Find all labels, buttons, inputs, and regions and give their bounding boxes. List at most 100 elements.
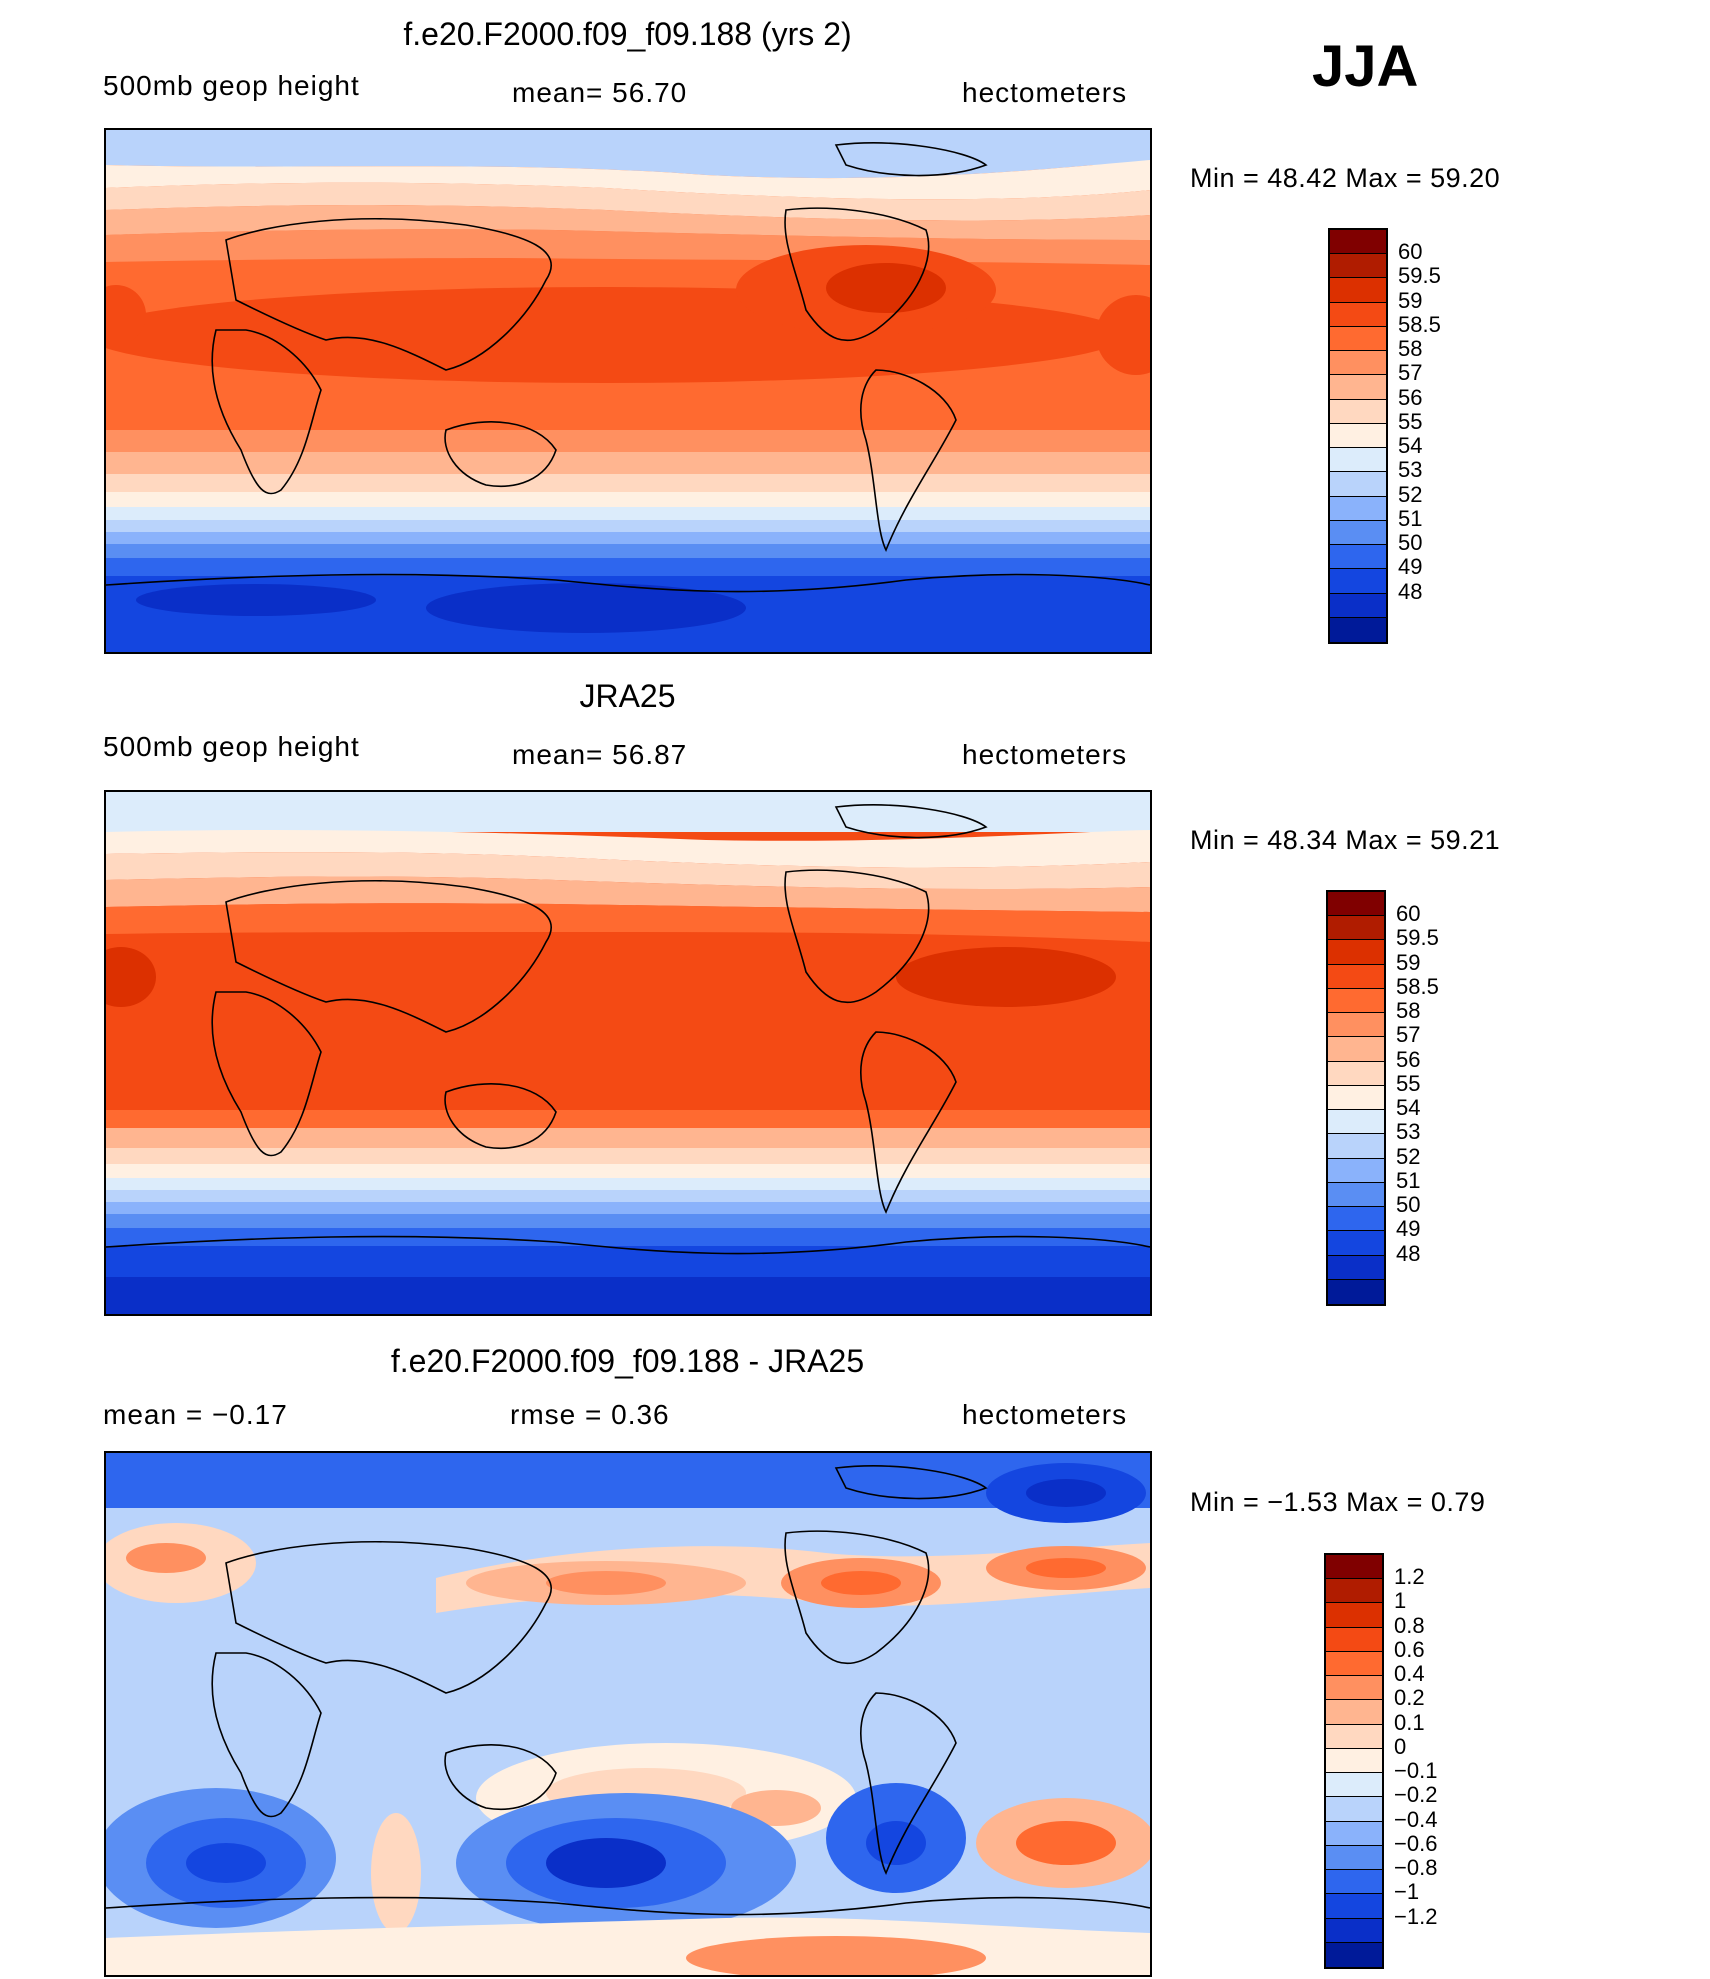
colorbar-label: 53 bbox=[1396, 1119, 1421, 1145]
colorbar-swatch bbox=[1328, 964, 1384, 989]
colorbar-swatch bbox=[1326, 1942, 1382, 1967]
colorbar-swatch bbox=[1326, 1773, 1382, 1798]
colorbar-swatch bbox=[1328, 1134, 1384, 1159]
colorbar-swatch bbox=[1328, 1061, 1384, 1086]
colorbar-swatch bbox=[1328, 1085, 1384, 1111]
colorbar-label: 1 bbox=[1394, 1588, 1407, 1614]
colorbar-label: 58.5 bbox=[1396, 973, 1439, 999]
panel-3-minmax: Min = −1.53 Max = 0.79 bbox=[1190, 1487, 1486, 1517]
panel-1-map bbox=[104, 128, 1152, 654]
colorbar-label: 48 bbox=[1396, 1240, 1421, 1266]
colorbar-swatch bbox=[1330, 496, 1386, 521]
colorbar-swatch bbox=[1330, 593, 1386, 618]
colorbar-label: 0.2 bbox=[1394, 1685, 1425, 1711]
colorbar-swatch bbox=[1330, 375, 1386, 400]
panel-2-units-label: hectometers bbox=[962, 739, 1128, 770]
panel-2-mean-label: mean= 56.87 bbox=[512, 739, 688, 770]
colorbar-swatch bbox=[1326, 1676, 1382, 1701]
colorbar-swatch bbox=[1326, 1748, 1382, 1774]
colorbar-label: 51 bbox=[1396, 1167, 1421, 1193]
panel-3-rmse-label: rmse = 0.36 bbox=[510, 1399, 670, 1430]
colorbar-swatch bbox=[1328, 940, 1384, 965]
colorbar-swatch bbox=[1328, 1182, 1384, 1208]
colorbar-swatch bbox=[1330, 326, 1386, 352]
colorbar-label: 0.1 bbox=[1394, 1709, 1425, 1735]
colorbar-swatch bbox=[1328, 1231, 1384, 1256]
panel-3-units-label: hectometers bbox=[962, 1399, 1128, 1430]
colorbar-label: 53 bbox=[1398, 457, 1423, 483]
colorbar-label: 52 bbox=[1398, 481, 1423, 507]
panel-3-mean-label: mean = −0.17 bbox=[103, 1399, 288, 1430]
panel-1-units-label: hectometers bbox=[962, 77, 1128, 108]
colorbar-label: 54 bbox=[1398, 433, 1423, 459]
colorbar-swatch bbox=[1330, 520, 1386, 546]
colorbar-swatch bbox=[1326, 1870, 1382, 1895]
colorbar-swatch bbox=[1326, 1700, 1382, 1725]
colorbar-label: 57 bbox=[1396, 1022, 1421, 1048]
colorbar-label: 50 bbox=[1398, 530, 1423, 556]
colorbar-label: 49 bbox=[1398, 554, 1423, 580]
colorbar-label: −0.6 bbox=[1394, 1830, 1438, 1856]
colorbar-label: −1 bbox=[1394, 1879, 1420, 1905]
colorbar-swatch bbox=[1330, 278, 1386, 303]
colorbar-label: 0.4 bbox=[1394, 1661, 1425, 1687]
colorbar-label: 0.8 bbox=[1394, 1612, 1425, 1638]
panel-2-colorbar bbox=[1326, 890, 1386, 1306]
colorbar-label: 51 bbox=[1398, 505, 1423, 531]
panel-1-left-label: 500mb geop height bbox=[103, 70, 360, 101]
colorbar-label: −0.2 bbox=[1394, 1782, 1438, 1808]
colorbar-swatch bbox=[1328, 1110, 1384, 1135]
colorbar-swatch bbox=[1326, 1627, 1382, 1652]
panel-3-map bbox=[104, 1451, 1152, 1977]
colorbar-label: 49 bbox=[1396, 1216, 1421, 1242]
panel-2-colorbar-labels: 60 59.5 59 58.5 58 57 56 55 54 53 52 51 50 49 48 bbox=[1396, 890, 1476, 1306]
colorbar-label: 48 bbox=[1398, 578, 1423, 604]
colorbar-swatch bbox=[1326, 1821, 1382, 1846]
colorbar-swatch bbox=[1328, 1279, 1384, 1304]
panel-1-minmax: Min = 48.42 Max = 59.20 bbox=[1190, 163, 1501, 193]
panel-2-map bbox=[104, 790, 1152, 1316]
panel-3-colorbar-labels: 1.2 1 0.8 0.6 0.4 0.2 0.1 0 −0.1 −0.2 −0.4 −0.6 −0.8… bbox=[1394, 1553, 1484, 1969]
colorbar-label: 57 bbox=[1398, 360, 1423, 386]
colorbar-label: 58.5 bbox=[1398, 311, 1441, 337]
colorbar-label: 55 bbox=[1396, 1070, 1421, 1096]
colorbar-swatch bbox=[1326, 1555, 1382, 1580]
colorbar-label: 56 bbox=[1396, 1046, 1421, 1072]
colorbar-swatch bbox=[1326, 1918, 1382, 1943]
colorbar-label: 58 bbox=[1396, 998, 1421, 1024]
colorbar-swatch bbox=[1330, 230, 1386, 255]
colorbar-swatch bbox=[1330, 423, 1386, 449]
colorbar-swatch bbox=[1326, 1724, 1382, 1749]
colorbar-label: 60 bbox=[1396, 901, 1421, 927]
panel-1-colorbar-labels: 60 59.5 59 58.5 58 57 56 55 54 53 52 51 50 49 48 bbox=[1398, 228, 1478, 644]
colorbar-swatch bbox=[1326, 1797, 1382, 1822]
panel-1-colorbar bbox=[1328, 228, 1388, 644]
colorbar-label: 60 bbox=[1398, 239, 1423, 265]
colorbar-swatch bbox=[1326, 1894, 1382, 1919]
colorbar-swatch bbox=[1328, 1013, 1384, 1038]
colorbar-label: 59 bbox=[1398, 287, 1423, 313]
colorbar-label: 50 bbox=[1396, 1192, 1421, 1218]
colorbar-label: 59.5 bbox=[1398, 263, 1441, 289]
colorbar-swatch bbox=[1328, 1037, 1384, 1062]
colorbar-swatch bbox=[1326, 1651, 1382, 1677]
colorbar-label: 59.5 bbox=[1396, 925, 1439, 951]
colorbar-swatch bbox=[1330, 448, 1386, 473]
panel-1-title: f.e20.F2000.f09_f09.188 (yrs 2) bbox=[403, 16, 852, 52]
panel-1-mean-label: mean= 56.70 bbox=[512, 77, 688, 108]
colorbar-swatch bbox=[1330, 617, 1386, 642]
panel-3-title: f.e20.F2000.f09_f09.188 - JRA25 bbox=[390, 1343, 865, 1379]
colorbar-label: 55 bbox=[1398, 408, 1423, 434]
colorbar-swatch bbox=[1330, 569, 1386, 594]
colorbar-swatch bbox=[1326, 1603, 1382, 1628]
colorbar-label: 0 bbox=[1394, 1733, 1407, 1759]
panel-2-title: JRA25 bbox=[579, 678, 676, 714]
colorbar-swatch bbox=[1328, 892, 1384, 917]
colorbar-label: 59 bbox=[1396, 949, 1421, 975]
colorbar-label: 0.6 bbox=[1394, 1636, 1425, 1662]
season-label: JJA bbox=[1312, 34, 1419, 99]
colorbar-swatch bbox=[1330, 254, 1386, 279]
colorbar-label: 58 bbox=[1398, 336, 1423, 362]
colorbar-swatch bbox=[1328, 1255, 1384, 1280]
colorbar-swatch bbox=[1330, 302, 1386, 327]
